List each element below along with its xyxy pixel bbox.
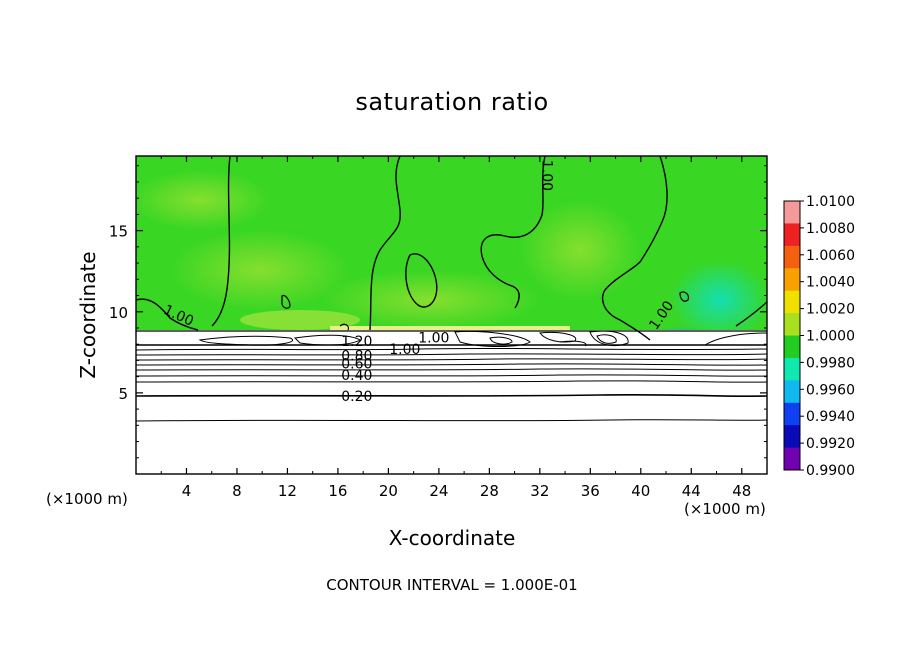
x-tick-label: 20 [379,482,398,500]
contour-line [596,334,617,344]
contour-line [136,368,767,371]
field-patch-cyan [670,260,767,340]
colorbar-label: 1.0060 [806,248,855,264]
colorbar-swatch [784,402,800,426]
contour-line [489,336,513,345]
colorbar-label: 1.0020 [806,302,855,318]
contour-line [679,291,689,302]
contour-line [589,330,629,346]
x-axis-ticks: 4 8 12 16 20 24 28 32 36 40 44 48 [160,156,751,500]
x-tick-label: 32 [530,482,549,500]
contour-label: 0.80 [341,349,372,365]
contour-line [136,298,199,331]
colorbar-swatch [784,268,800,292]
colorbar-swatch [784,447,800,471]
colorbar-label: 1.0040 [806,275,855,291]
contour-line [198,335,293,346]
chart-title: saturation ratio [355,88,549,116]
contour-line [136,358,767,361]
contour-line [293,334,361,346]
x-tick-label: 28 [480,482,499,500]
contour-line [602,156,668,341]
colorbar-swatch [784,201,800,224]
contour-line [136,380,767,383]
contour-label: 1.00 [389,342,420,358]
y-tick-label: 5 [118,385,128,403]
colorbar-label: 0.9940 [806,409,855,425]
x-tick-label: 12 [278,482,297,500]
contour-line [136,347,767,351]
field-patch-light [136,170,270,230]
colorbar-swatch [784,223,800,247]
contour-label: 0.60 [341,357,372,373]
contour-line [559,340,587,347]
contour-line [339,323,350,331]
x-tick-label: 16 [328,482,347,500]
field-lower-region [136,330,767,474]
colorbar-swatch [784,335,800,359]
contour-label: 1.20 [341,334,372,350]
x-tick-label: 40 [631,482,650,500]
colorbar-label: 0.9980 [806,355,855,371]
contour-line [405,253,438,308]
x-tick-label: 36 [581,482,600,500]
field-patch-light [170,230,350,310]
contour-line [480,156,546,309]
field-patch-light [520,200,640,300]
colorbar-label: 0.9900 [806,463,855,479]
contour-line [211,156,231,327]
x-axis-label: X-coordinate [388,526,516,550]
contour-line [136,363,767,366]
x-tick-label: 48 [732,482,751,500]
colorbar-label: 1.0100 [806,194,855,210]
contour-line [454,331,531,347]
colorbar-label: 0.9960 [806,382,855,398]
contour-line [704,332,767,346]
colorbar-swatch [784,357,800,381]
contour-line [136,393,767,398]
x-tick-label: 44 [682,482,701,500]
colorbar-label: 0.9920 [806,436,855,452]
contour-line [369,156,401,331]
field-patch-light [240,310,360,330]
x-axis-unit-left: (×1000 m) [46,490,128,508]
x-tick-label: 4 [182,482,192,500]
plot-frame [135,155,768,475]
x-tick-label: 8 [232,482,242,500]
colorbar-swatch [784,425,800,449]
colorbar-label: 1.0000 [806,329,855,345]
y-axis-label: Z-coordinate [76,251,100,379]
colorbar-swatch [784,245,800,269]
contour-label: 1.00 [418,331,449,347]
colorbar: 1.0100 1.0080 1.0060 1.0040 1.0020 1.0000 0.99… [783,194,855,479]
contour-line [735,301,767,327]
contour-line [136,419,767,422]
y-tick-label: 15 [109,223,128,241]
colorbar-swatch [784,380,800,404]
colorbar-swatch [784,290,800,314]
cloud-base-band [330,326,570,330]
contour-label: 1.00 [538,160,554,191]
contour-line [136,353,767,356]
contour-line [281,295,291,309]
contour-interval-note: CONTOUR INTERVAL = 1.000E-01 [326,576,578,594]
x-tick-label: 24 [429,482,448,500]
contour-line [136,374,767,377]
colorbar-swatch [784,313,800,336]
y-tick-label: 10 [109,304,128,322]
colorbar-label: 1.0080 [806,221,855,237]
x-axis-unit-right: (×1000 m) [684,500,766,518]
contour-label: 0.20 [341,389,372,405]
y-axis-ticks: 5 10 15 [109,165,767,459]
contour-label: 0.40 [341,368,372,384]
field-patch-light [320,270,540,330]
